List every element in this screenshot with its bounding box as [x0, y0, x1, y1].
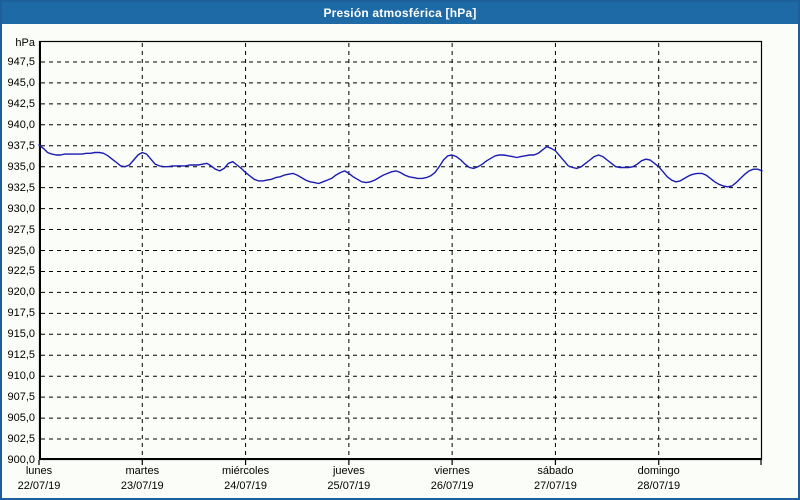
y-tick-label: 915,0 [7, 328, 35, 341]
y-tick-label: 927,5 [7, 223, 35, 236]
day-date-label: 26/07/19 [430, 480, 474, 492]
day-name-label: viernes [434, 465, 470, 477]
pressure-line-chart [38, 40, 763, 465]
chart-title-bar: Presión atmosférica [hPa] [2, 2, 798, 24]
y-tick-label: 945,0 [7, 76, 35, 89]
x-day-label: viernes 26/07/19 [400, 464, 504, 494]
y-tick-label: 910,0 [7, 370, 35, 383]
y-tick-label: 925,0 [7, 244, 35, 257]
day-date-label: 24/07/19 [224, 480, 267, 492]
y-tick-label: 900,0 [7, 454, 35, 466]
day-name-label: sábado [537, 465, 574, 477]
y-tick-label: 935,0 [7, 160, 35, 173]
y-tick-label: 907,5 [7, 391, 35, 404]
y-tick-label: 932,5 [7, 181, 35, 194]
y-tick-label: 947,5 [7, 55, 35, 68]
y-tick-label: 942,5 [7, 97, 35, 110]
y-axis-unit-label: hPa [15, 37, 35, 49]
pressure-series-line [38, 144, 763, 188]
x-day-label: lunes 22/07/19 [2, 464, 91, 494]
day-name-label: jueves [332, 465, 365, 477]
y-tick-label: 902,5 [7, 433, 35, 446]
day-date-label: 28/07/19 [637, 480, 681, 492]
x-day-label: martes 23/07/19 [90, 464, 194, 494]
day-date-label: 25/07/19 [327, 480, 371, 492]
day-name-label: lunes [25, 465, 53, 477]
day-name-label: domingo [637, 465, 680, 477]
plot-area [38, 40, 763, 465]
x-day-label: sábado 27/07/19 [503, 464, 607, 494]
x-day-label: jueves 25/07/19 [297, 464, 401, 494]
day-name-label: martes [125, 465, 160, 477]
y-tick-label: 940,0 [7, 118, 35, 131]
y-tick-label: 917,5 [7, 307, 35, 320]
day-date-label: 22/07/19 [17, 480, 61, 492]
y-tick-label: 920,0 [7, 286, 35, 299]
x-day-label: domingo 28/07/19 [607, 464, 711, 494]
day-name-label: miércoles [222, 465, 270, 477]
y-tick-label: 912,5 [7, 349, 35, 362]
y-tick-label: 930,0 [7, 202, 35, 215]
y-tick-label: 937,5 [7, 139, 35, 152]
x-day-label: miércoles 24/07/19 [194, 464, 298, 494]
chart-title: Presión atmosférica [hPa] [323, 6, 477, 20]
y-tick-label: 922,5 [7, 265, 35, 278]
day-date-label: 23/07/19 [120, 480, 164, 492]
day-date-label: 27/07/19 [534, 480, 577, 492]
y-tick-label: 905,0 [7, 412, 35, 425]
